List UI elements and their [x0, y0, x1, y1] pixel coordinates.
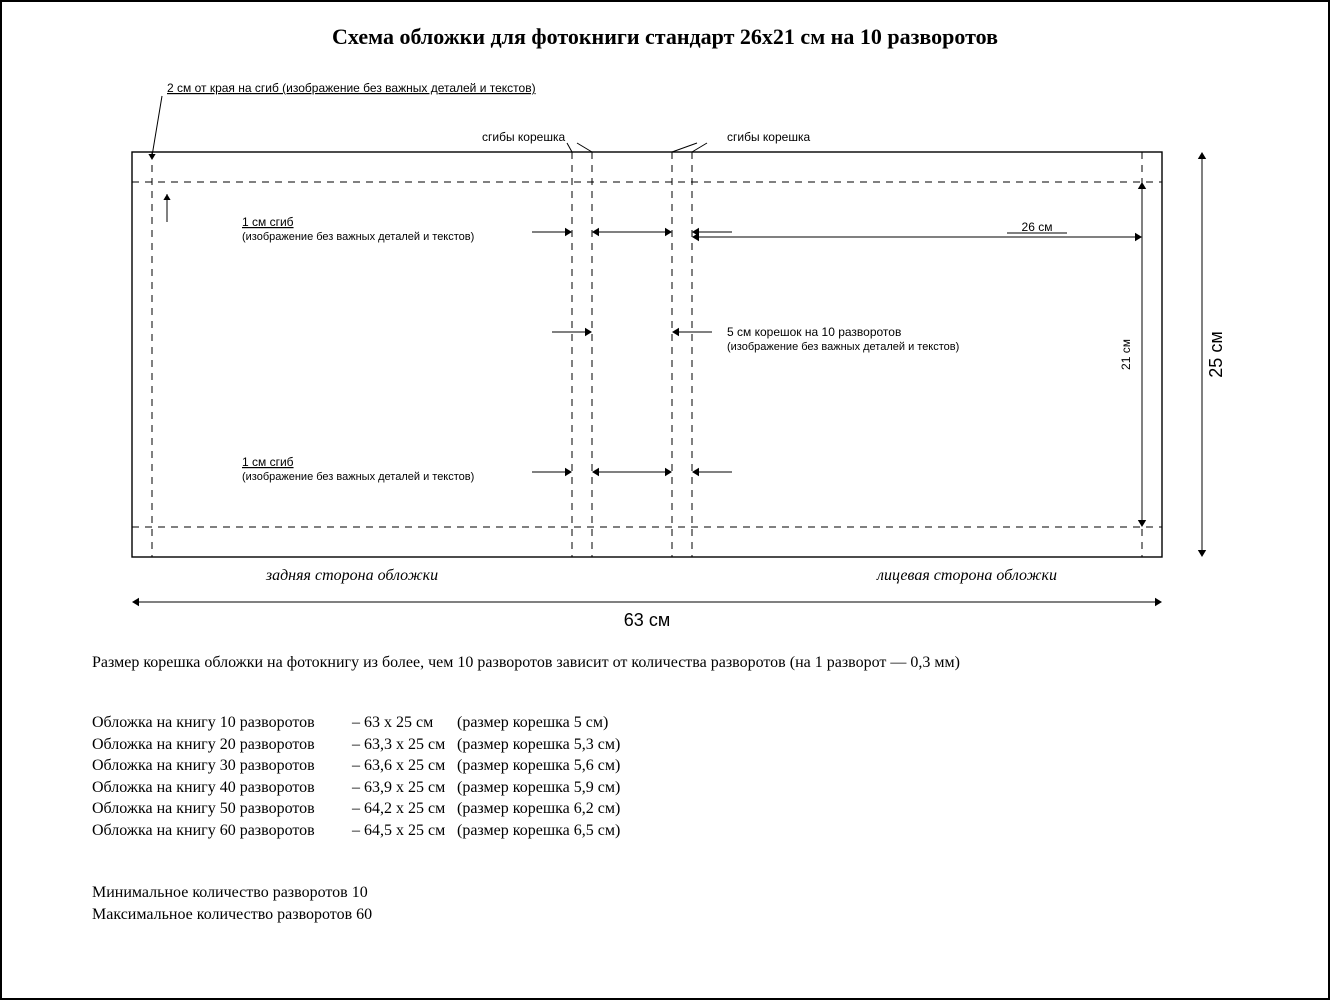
size-cell: (размер корешка 5,9 см)	[457, 777, 657, 799]
svg-text:63 см: 63 см	[624, 610, 670, 630]
svg-text:21 см: 21 см	[1119, 339, 1133, 370]
size-cell: – 63,9 х 25 см	[352, 777, 457, 799]
diagram-wrap: 2 см от края на сгиб (изображение без ва…	[82, 72, 1242, 637]
size-cell: Обложка на книгу 50 разворотов	[92, 798, 352, 820]
svg-text:лицевая сторона обложки: лицевая сторона обложки	[876, 567, 1057, 584]
size-cell: – 64,2 х 25 см	[352, 798, 457, 820]
svg-text:задняя сторона обложки: задняя сторона обложки	[265, 567, 438, 584]
min-spreads: Минимальное количество разворотов 10	[92, 882, 372, 904]
svg-text:сгибы корешка: сгибы корешка	[727, 130, 810, 144]
size-cell: Обложка на книгу 20 разворотов	[92, 734, 352, 756]
svg-text:2 см от края на сгиб (изображе: 2 см от края на сгиб (изображение без ва…	[167, 81, 536, 95]
size-cell: – 63 х 25 см	[352, 712, 457, 734]
size-cell: (размер корешка 6,5 см)	[457, 820, 657, 842]
footer-note: Размер корешка обложки на фотокнигу из б…	[92, 652, 960, 674]
size-cell: Обложка на книгу 40 разворотов	[92, 777, 352, 799]
size-row: Обложка на книгу 60 разворотов– 64,5 х 2…	[92, 820, 657, 842]
svg-text:(изображение без важных детале: (изображение без важных деталей и тексто…	[242, 231, 474, 243]
size-row: Обложка на книгу 10 разворотов– 63 х 25 …	[92, 712, 657, 734]
size-row: Обложка на книгу 30 разворотов– 63,6 х 2…	[92, 755, 657, 777]
svg-text:1 см сгиб: 1 см сгиб	[242, 455, 294, 469]
svg-text:сгибы корешка: сгибы корешка	[482, 130, 565, 144]
page-title: Схема обложки для фотокниги стандарт 26х…	[2, 24, 1328, 50]
size-cell: (размер корешка 5 см)	[457, 712, 657, 734]
size-cell: (размер корешка 6,2 см)	[457, 798, 657, 820]
size-cell: (размер корешка 5,6 см)	[457, 755, 657, 777]
size-row: Обложка на книгу 20 разворотов– 63,3 х 2…	[92, 734, 657, 756]
svg-text:5 см корешок на 10 разворотов: 5 см корешок на 10 разворотов	[727, 325, 901, 339]
size-cell: Обложка на книгу 30 разворотов	[92, 755, 352, 777]
svg-text:25 см: 25 см	[1206, 331, 1226, 377]
size-row: Обложка на книгу 50 разворотов– 64,2 х 2…	[92, 798, 657, 820]
svg-text:1 см сгиб: 1 см сгиб	[242, 215, 294, 229]
size-cell: – 64,5 х 25 см	[352, 820, 457, 842]
size-cell: (размер корешка 5,3 см)	[457, 734, 657, 756]
max-spreads: Максимальное количество разворотов 60	[92, 904, 372, 926]
min-max-block: Минимальное количество разворотов 10 Мак…	[92, 882, 372, 925]
size-table: Обложка на книгу 10 разворотов– 63 х 25 …	[92, 712, 657, 842]
cover-diagram: 2 см от края на сгиб (изображение без ва…	[82, 72, 1242, 632]
size-cell: Обложка на книгу 60 разворотов	[92, 820, 352, 842]
svg-text:26 см: 26 см	[1022, 220, 1053, 234]
page: Схема обложки для фотокниги стандарт 26х…	[0, 0, 1330, 1000]
size-row: Обложка на книгу 40 разворотов– 63,9 х 2…	[92, 777, 657, 799]
size-cell: – 63,3 х 25 см	[352, 734, 457, 756]
svg-text:(изображение без важных детале: (изображение без важных деталей и тексто…	[242, 471, 474, 483]
size-cell: Обложка на книгу 10 разворотов	[92, 712, 352, 734]
svg-text:(изображение без важных детале: (изображение без важных деталей и тексто…	[727, 341, 959, 353]
size-cell: – 63,6 х 25 см	[352, 755, 457, 777]
